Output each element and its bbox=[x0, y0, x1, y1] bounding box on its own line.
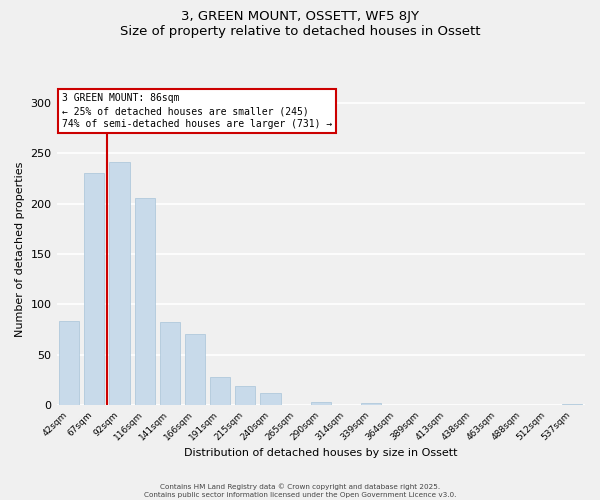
Bar bbox=[185, 334, 205, 405]
Bar bbox=[311, 402, 331, 405]
Bar bbox=[210, 377, 230, 405]
Bar bbox=[84, 172, 104, 405]
Text: 3 GREEN MOUNT: 86sqm
← 25% of detached houses are smaller (245)
74% of semi-deta: 3 GREEN MOUNT: 86sqm ← 25% of detached h… bbox=[62, 93, 332, 130]
Bar bbox=[235, 386, 256, 405]
Bar bbox=[562, 404, 583, 405]
X-axis label: Distribution of detached houses by size in Ossett: Distribution of detached houses by size … bbox=[184, 448, 458, 458]
Bar bbox=[134, 198, 155, 405]
Bar bbox=[160, 322, 180, 405]
Text: 3, GREEN MOUNT, OSSETT, WF5 8JY
Size of property relative to detached houses in : 3, GREEN MOUNT, OSSETT, WF5 8JY Size of … bbox=[120, 10, 480, 38]
Bar bbox=[361, 403, 381, 405]
Y-axis label: Number of detached properties: Number of detached properties bbox=[15, 162, 25, 336]
Bar bbox=[59, 322, 79, 405]
Bar bbox=[260, 393, 281, 405]
Bar bbox=[109, 162, 130, 405]
Text: Contains HM Land Registry data © Crown copyright and database right 2025.
Contai: Contains HM Land Registry data © Crown c… bbox=[144, 483, 456, 498]
